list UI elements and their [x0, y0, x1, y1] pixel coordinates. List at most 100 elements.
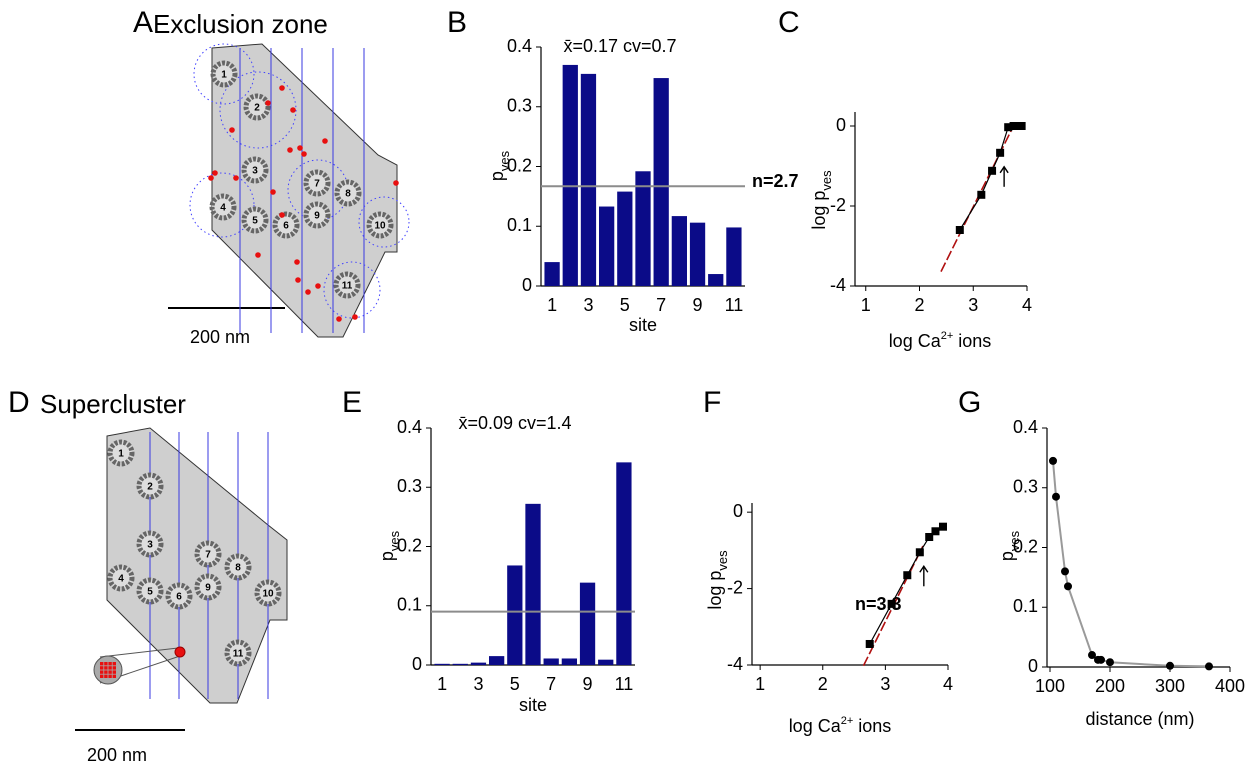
release-site — [241, 206, 269, 234]
release-site — [194, 573, 222, 601]
x-tick-label: 9 — [693, 295, 703, 315]
inset-channel — [108, 666, 112, 670]
point — [988, 166, 997, 175]
site-label: 7 — [205, 550, 211, 561]
bar — [689, 222, 706, 286]
y-tick-label: 0.4 — [507, 36, 532, 56]
panel-label: B — [447, 6, 467, 39]
panel-title: Supercluster — [40, 389, 186, 419]
channel — [229, 127, 235, 133]
y-axis-label: log pves — [705, 550, 730, 610]
panel-label: F — [703, 386, 721, 419]
x-axis-label-part: 2+ — [841, 715, 854, 727]
release-site — [303, 169, 331, 197]
channel — [212, 170, 218, 176]
point — [1004, 123, 1013, 132]
x-tick-label: 2 — [914, 295, 924, 315]
release-site — [333, 271, 361, 299]
point — [938, 522, 947, 531]
y-tick-label: 0 — [522, 275, 532, 295]
bar — [599, 206, 615, 286]
release-site — [272, 211, 300, 239]
bar — [452, 663, 468, 665]
site-label: 10 — [262, 589, 274, 600]
point — [925, 533, 934, 542]
site-label: 3 — [147, 540, 153, 551]
x-tick-label: 1 — [861, 295, 871, 315]
y-tick-label: -2 — [830, 195, 846, 215]
x-tick-label: 5 — [510, 674, 520, 694]
release-site — [107, 439, 135, 467]
channel — [297, 145, 303, 151]
y-tick-label: 0.3 — [397, 476, 422, 496]
release-site — [254, 579, 282, 607]
x-tick-label: 3 — [968, 295, 978, 315]
inset-channel — [104, 666, 108, 670]
inset-channel — [104, 674, 108, 678]
inset-channel — [112, 674, 116, 678]
x-tick-label: 1 — [547, 295, 557, 315]
y-axis-label-part: p — [377, 551, 397, 561]
x-tick-label: 200 — [1095, 676, 1125, 696]
y-tick-label: 0.3 — [507, 96, 532, 116]
inset-channel — [108, 670, 112, 674]
x-axis-label-part: site — [519, 695, 547, 715]
panel-label: A — [133, 6, 153, 39]
channel — [270, 189, 276, 195]
domain-circle — [219, 71, 297, 149]
x-tick-label: 3 — [880, 674, 890, 694]
y-tick-label: 0.2 — [507, 155, 532, 175]
data-line — [959, 125, 1022, 231]
y-axis-label: log pves — [809, 170, 834, 230]
point — [1049, 456, 1057, 465]
y-tick-label: 0 — [1028, 656, 1038, 676]
channel — [255, 252, 261, 258]
bar — [653, 78, 669, 286]
bar — [525, 503, 541, 665]
x-axis-label-part: ions — [853, 716, 891, 736]
bar — [616, 462, 632, 665]
y-tick-label: 0.2 — [1013, 536, 1038, 556]
bar — [561, 658, 577, 665]
panel-label: E — [342, 386, 362, 419]
site-label: 11 — [342, 281, 353, 292]
release-site — [210, 60, 238, 88]
site-label: 4 — [220, 203, 226, 214]
release-site — [107, 564, 135, 592]
release-site — [241, 156, 269, 184]
channel — [279, 85, 285, 91]
site-label: 6 — [283, 221, 289, 232]
site-label: 8 — [345, 189, 351, 200]
x-axis-label: site — [519, 695, 547, 715]
bar — [617, 191, 633, 286]
inset-line — [99, 647, 179, 658]
inset-channel — [112, 670, 116, 674]
inset-channel — [100, 670, 104, 674]
y-axis-label-part: ves — [1007, 530, 1022, 551]
site-label: 1 — [118, 449, 124, 460]
y-tick-label: 0.4 — [397, 417, 422, 437]
y-axis-label: pves — [487, 150, 512, 181]
channel — [301, 151, 307, 157]
site-label: 6 — [176, 592, 182, 603]
release-site — [243, 93, 271, 121]
release-site — [194, 540, 222, 568]
inset-channel — [108, 674, 112, 678]
y-axis-label-part: ves — [387, 530, 402, 551]
x-axis-label: site — [629, 315, 657, 335]
release-site — [366, 211, 394, 239]
release-site — [165, 582, 193, 610]
point — [931, 527, 940, 536]
panel-label: G — [958, 386, 981, 419]
bar — [580, 73, 597, 286]
terminal-outline — [106, 427, 288, 704]
site-label: 8 — [235, 563, 241, 574]
annotation: n=2.7 — [752, 171, 799, 191]
bar — [598, 659, 614, 665]
release-site — [303, 201, 331, 229]
x-tick-label: 11 — [725, 295, 744, 315]
point — [903, 571, 912, 580]
channel — [279, 212, 285, 218]
x-axis-label-part: ions — [953, 331, 991, 351]
